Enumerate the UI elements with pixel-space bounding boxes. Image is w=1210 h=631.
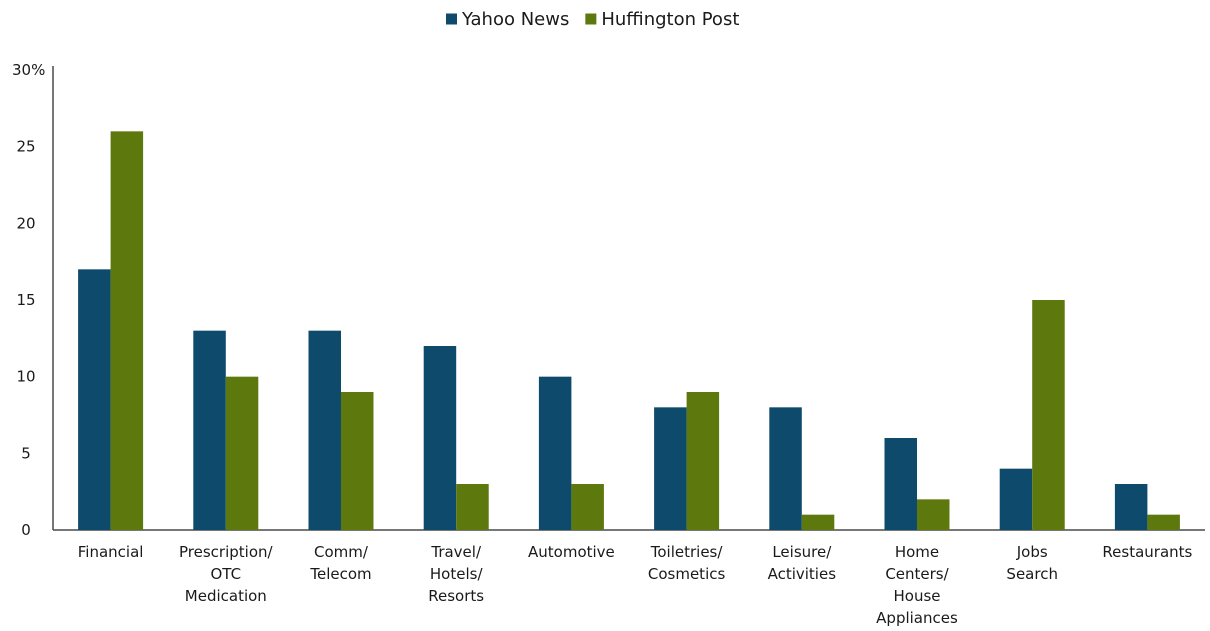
bar-yahoo-news [78, 269, 111, 530]
bars [78, 131, 1180, 531]
bar-group [654, 392, 720, 530]
bar-group [1114, 484, 1180, 530]
y-axis: 0 5 10 15 20 25 30% [12, 61, 54, 539]
x-tick-label-line: Home [895, 543, 939, 561]
bar-group [538, 376, 604, 530]
bar-huffington-post [1032, 300, 1065, 530]
bar-yahoo-news [308, 330, 341, 530]
y-tick-label: 5 [21, 444, 31, 462]
y-tick-label: 0 [21, 521, 31, 539]
y-tick-label: 20 [16, 214, 35, 232]
bar-yahoo-news [769, 407, 802, 530]
bar-group [78, 131, 144, 531]
x-tick-label-line: Jobs [1016, 543, 1048, 561]
x-tick-label-line: Leisure/ [772, 543, 832, 561]
x-axis: Financial Prescription/OTC Medication Comm/… [53, 529, 1205, 627]
bar-huffington-post [341, 392, 374, 530]
bar-group [423, 346, 489, 530]
x-tick-label: Financial [78, 543, 144, 561]
bar-yahoo-news [999, 468, 1033, 530]
x-tick-label-line: Hotels/ [430, 565, 484, 583]
x-tick-label-line: Centers/ [885, 565, 949, 583]
bar-huffington-post [801, 514, 835, 530]
legend-item: Yahoo News [446, 9, 569, 30]
x-tick-label: Comm/Telecom [309, 543, 371, 583]
bar-group [999, 300, 1065, 530]
x-tick-label-line: Search [1006, 565, 1058, 583]
x-tick-label-line: Prescription/ [179, 543, 273, 561]
bar-huffington-post [686, 392, 720, 530]
x-tick-label-line: Travel/ [430, 543, 482, 561]
bar-yahoo-news [538, 376, 572, 530]
legend: Yahoo News Huffington Post [446, 9, 739, 30]
y-tick-label: 15 [16, 291, 35, 309]
bar-huffington-post [1147, 514, 1180, 530]
bar-yahoo-news [193, 330, 226, 530]
legend-item: Huffington Post [585, 9, 739, 30]
x-tick-label: Toiletries/Cosmetics [648, 543, 726, 583]
x-tick-label-line: Comm/ [314, 543, 369, 561]
x-tick-label-line: Appliances [876, 609, 958, 627]
legend-label: Yahoo News [461, 9, 569, 30]
bar-group [769, 407, 835, 530]
y-tick-label: 25 [16, 138, 35, 156]
x-tick-label-line: Financial [78, 543, 144, 561]
y-tick-label: 10 [16, 368, 35, 386]
x-tick-label: Travel/Hotels/Resorts [428, 543, 484, 605]
bar-yahoo-news [1114, 484, 1148, 530]
y-tick-label: 30% [12, 61, 45, 79]
x-tick-label-line: Automotive [528, 543, 615, 561]
x-tick-label: Home Centers/House Appliances [876, 543, 958, 627]
bar-huffington-post [225, 376, 259, 530]
x-tick-label-line: Telecom [309, 565, 371, 583]
bar-huffington-post [456, 484, 489, 530]
bar-huffington-post [110, 131, 144, 531]
bar-huffington-post [571, 484, 604, 530]
bar-group [193, 330, 259, 530]
x-tick-label-line: Medication [185, 587, 267, 605]
x-tick-label-line: House [893, 587, 940, 605]
legend-swatch [446, 13, 457, 25]
x-tick-label: Automotive [528, 543, 615, 561]
bar-group [308, 330, 374, 530]
bar-yahoo-news [654, 407, 687, 530]
x-tick-label: Prescription/OTC Medication [179, 543, 273, 605]
x-tick-label-line: Toiletries/ [650, 543, 724, 561]
bar-yahoo-news [423, 346, 457, 530]
x-tick-label: Restaurants [1102, 543, 1192, 561]
x-tick-label-line: Activities [768, 565, 837, 583]
x-tick-label: Leisure/Activities [768, 543, 837, 583]
legend-swatch [585, 13, 597, 25]
bar-yahoo-news [884, 438, 917, 530]
x-tick-label-line: Restaurants [1102, 543, 1192, 561]
x-tick-label: Jobs Search [1006, 543, 1058, 583]
legend-label: Huffington Post [601, 9, 739, 30]
x-tick-label-line: OTC [211, 565, 242, 583]
x-tick-label-line: Cosmetics [648, 565, 726, 583]
x-tick-label-line: Resorts [428, 587, 484, 605]
bar-group [884, 438, 950, 530]
bar-huffington-post [917, 499, 950, 530]
